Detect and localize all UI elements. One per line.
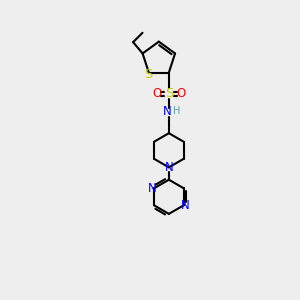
Text: S: S [165,87,173,100]
Text: O: O [177,87,186,100]
Text: N: N [164,161,173,174]
Text: H: H [173,106,181,116]
Text: N: N [181,199,190,212]
Text: S: S [144,68,152,80]
Text: O: O [152,87,161,100]
Text: N: N [148,182,157,195]
Text: N: N [163,106,172,118]
